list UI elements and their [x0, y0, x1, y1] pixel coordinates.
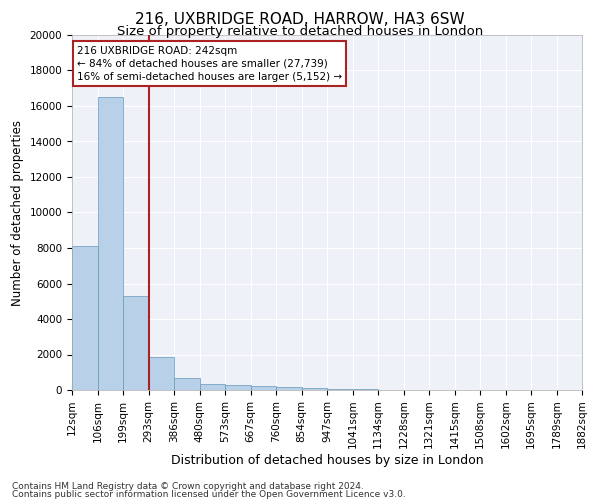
Y-axis label: Number of detached properties: Number of detached properties	[11, 120, 24, 306]
Bar	[72, 246, 97, 390]
X-axis label: Distribution of detached houses by size in London: Distribution of detached houses by size …	[170, 454, 484, 467]
Bar	[149, 357, 174, 390]
Text: 216, UXBRIDGE ROAD, HARROW, HA3 6SW: 216, UXBRIDGE ROAD, HARROW, HA3 6SW	[135, 12, 465, 28]
Text: Contains public sector information licensed under the Open Government Licence v3: Contains public sector information licen…	[12, 490, 406, 499]
Bar	[302, 388, 327, 390]
Text: 216 UXBRIDGE ROAD: 242sqm
← 84% of detached houses are smaller (27,739)
16% of s: 216 UXBRIDGE ROAD: 242sqm ← 84% of detac…	[77, 46, 342, 82]
Text: Size of property relative to detached houses in London: Size of property relative to detached ho…	[117, 25, 483, 38]
Bar	[174, 378, 199, 390]
Bar	[251, 386, 276, 390]
Text: Contains HM Land Registry data © Crown copyright and database right 2024.: Contains HM Land Registry data © Crown c…	[12, 482, 364, 491]
Bar	[225, 385, 251, 390]
Bar	[123, 296, 149, 390]
Bar	[276, 387, 302, 390]
Bar	[199, 384, 225, 390]
Bar	[97, 97, 123, 390]
Bar	[327, 389, 353, 390]
